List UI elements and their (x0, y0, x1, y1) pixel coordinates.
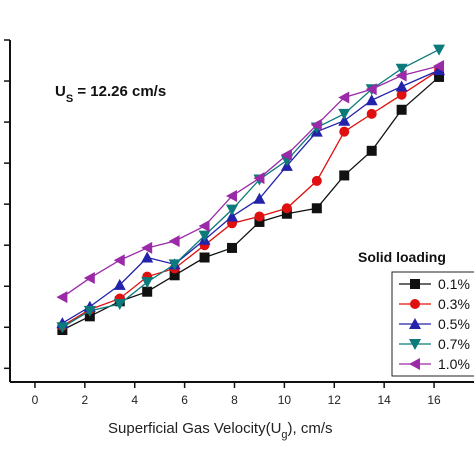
data-point (169, 270, 180, 281)
data-point (226, 210, 239, 222)
data-point (227, 242, 238, 253)
data-point (338, 108, 351, 120)
data-point (339, 126, 350, 137)
series-line (62, 69, 440, 327)
data-point (141, 241, 153, 254)
data-point (365, 83, 377, 96)
x-tick-label: 10 (278, 393, 292, 407)
data-point (199, 252, 210, 263)
data-point (395, 80, 408, 92)
x-tick-label: 6 (181, 393, 188, 407)
x-tick-label: 14 (377, 393, 391, 407)
data-point (83, 272, 95, 285)
legend-label: 0.3% (438, 296, 470, 312)
data-point (254, 216, 265, 227)
series-0.1% (57, 71, 445, 336)
data-point (280, 148, 292, 161)
data-point (83, 305, 96, 317)
plot-area-frame (9, 40, 474, 383)
axis-ticks: 0 2 4 6 8 10 12 14 16 (4, 39, 441, 407)
data-point (310, 118, 322, 131)
legend-label: 0.1% (438, 276, 470, 292)
legend-marker (410, 299, 420, 309)
legend-item: 0.5% (399, 316, 470, 332)
legend-item: 1.0% (399, 356, 470, 372)
legend-label: 0.7% (438, 336, 470, 352)
data-point (338, 91, 350, 104)
series-layer (56, 44, 446, 336)
data-point (141, 277, 154, 289)
series-0.3% (57, 65, 445, 331)
legend: 0.1% 0.3% 0.5% 0.7% 1.0% (391, 271, 474, 377)
data-point (141, 251, 154, 263)
data-point (366, 108, 377, 119)
data-point (395, 69, 407, 82)
data-point (281, 208, 292, 219)
x-tick-label: 2 (81, 393, 88, 407)
legend-item: 0.1% (399, 276, 470, 292)
data-point (254, 211, 265, 222)
data-point (56, 291, 68, 304)
data-point (198, 220, 210, 233)
data-point (433, 64, 446, 76)
data-point (198, 230, 211, 242)
data-point (365, 94, 378, 106)
x-tick-label: 4 (131, 393, 138, 407)
data-point (281, 203, 292, 214)
series-1.0% (56, 59, 445, 304)
legend-marker (409, 318, 421, 329)
data-point (395, 63, 408, 75)
data-point (311, 175, 322, 186)
data-point (311, 203, 322, 214)
data-point (433, 59, 445, 72)
data-point (339, 170, 350, 181)
data-point (433, 44, 446, 56)
data-point (226, 189, 238, 202)
legend-item: 0.3% (399, 296, 470, 312)
x-axis-label: Superficial Gas Velocity(Ug), cm/s (108, 420, 333, 441)
data-point (366, 145, 377, 156)
legend-label: 1.0% (438, 356, 470, 372)
data-point (56, 322, 69, 334)
legend-label: 0.5% (438, 316, 470, 332)
x-tick-label: 8 (231, 393, 238, 407)
data-point (113, 254, 125, 267)
data-point (396, 89, 407, 100)
annotation-us: US = 12.26 cm/s (55, 83, 166, 105)
series-line (62, 76, 440, 331)
data-point (113, 278, 126, 290)
data-point (226, 204, 239, 216)
data-point (168, 259, 181, 271)
legend-item: 0.7% (399, 336, 470, 352)
data-point (434, 71, 445, 82)
data-point (113, 299, 126, 311)
data-point (168, 235, 180, 248)
legend-marker (410, 279, 420, 289)
x-tick-label: 16 (427, 393, 441, 407)
legend-title: Solid loading (358, 249, 446, 265)
legend-marker (409, 358, 420, 370)
x-tick-label: 0 (32, 393, 39, 407)
x-tick-label: 12 (328, 393, 342, 407)
data-point (338, 114, 351, 126)
data-point (396, 104, 407, 115)
legend-marker (409, 339, 421, 350)
data-point (142, 286, 153, 297)
data-point (253, 172, 265, 185)
data-point (253, 192, 266, 204)
